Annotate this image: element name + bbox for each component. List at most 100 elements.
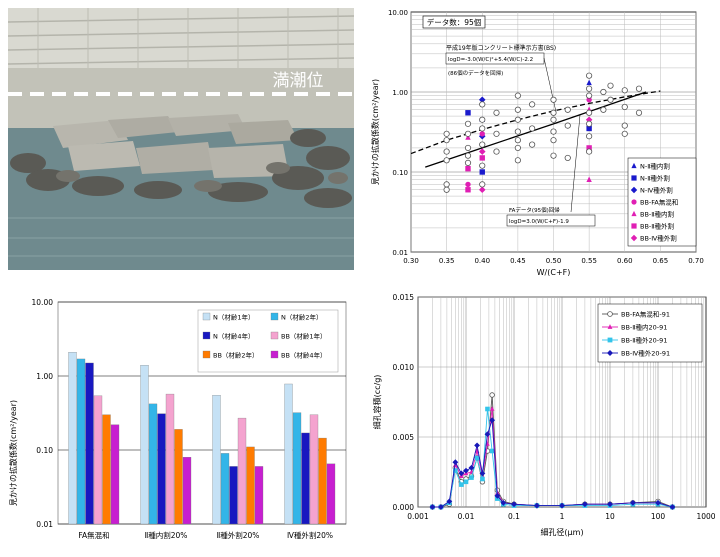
data-point — [443, 186, 450, 193]
data-point — [586, 133, 593, 140]
regression-line — [410, 90, 661, 155]
data-point — [464, 120, 472, 127]
data-point — [479, 155, 485, 161]
y-tick-label: 0.10 — [36, 446, 53, 455]
data-point — [529, 101, 536, 108]
data-point — [514, 157, 521, 164]
legend-swatch — [270, 331, 279, 340]
data-point — [635, 85, 643, 92]
data-point — [479, 470, 486, 477]
data-point — [464, 130, 472, 137]
data-point — [465, 165, 471, 172]
legend-label: BB（材齢2年） — [213, 351, 259, 360]
legend-label: N（材齢2年） — [281, 313, 323, 322]
data-point — [586, 120, 593, 127]
y-tick-label: 0.01 — [36, 520, 53, 529]
data-point — [465, 134, 471, 140]
data-point — [469, 475, 474, 480]
data-point — [586, 176, 592, 182]
data-point — [493, 109, 500, 116]
data-point — [514, 106, 521, 113]
data-point — [474, 442, 480, 449]
data-point — [564, 122, 571, 129]
bar — [140, 365, 149, 525]
y-tick-label: 0.000 — [393, 503, 415, 512]
data-point — [586, 85, 593, 92]
data-point — [586, 72, 593, 79]
bar — [284, 383, 293, 525]
data-point — [479, 169, 485, 175]
data-point — [493, 148, 500, 155]
data-point — [550, 152, 557, 159]
bar — [68, 352, 77, 525]
legend-label: N-Ⅱ種外割 — [640, 174, 670, 183]
data-point — [438, 504, 444, 510]
bar — [165, 393, 175, 525]
data-point — [494, 492, 501, 499]
y-tick-label: 0.01 — [392, 249, 408, 257]
data-point — [484, 431, 491, 438]
data-point — [586, 145, 592, 151]
data-point — [534, 502, 540, 509]
data-point — [607, 82, 614, 89]
bar — [237, 417, 247, 525]
data-point — [607, 96, 614, 103]
data-point — [443, 137, 450, 144]
legend-swatch — [202, 331, 211, 340]
annotation-fa: FAデータ(95個)回帰 — [509, 206, 560, 214]
x-tick-label: 0.30 — [403, 257, 419, 265]
scatter-chart: 0.30 0.35 0.40 0.45 0.50 0.55 0.60 0.65 0.70 10.0… — [370, 9, 704, 277]
data-point — [489, 448, 495, 454]
y-axis-label: 見かけの拡散係数(cm²/year) — [8, 400, 18, 506]
legend-label: BB-FA無混和 — [640, 198, 678, 207]
bar — [326, 463, 336, 525]
annotation-bs-eq: logD=-3.0(W/C)²+5.4(W/C)-2.2 — [448, 56, 533, 63]
data-point — [655, 499, 661, 506]
data-point — [529, 125, 536, 132]
data-point — [514, 137, 521, 144]
data-point — [493, 130, 500, 137]
legend-label: BB-Ⅳ種外割 — [640, 234, 677, 243]
data-point — [464, 144, 472, 152]
data-point — [458, 470, 465, 477]
legend-swatch — [270, 350, 279, 359]
legend-marker — [607, 350, 613, 356]
legend-marker — [631, 210, 637, 217]
data-point — [479, 101, 486, 108]
legend-label: BB（材齢1年） — [281, 332, 327, 341]
annotation-bs-note: (86個のデータを回帰) — [448, 69, 503, 77]
data-point — [621, 103, 628, 111]
data-point — [478, 186, 486, 194]
y-axis-label: 細孔容積(cc/g) — [372, 375, 382, 430]
legend-label: BB-Ⅱ種内20-91 — [621, 323, 667, 332]
x-tick-label: 0.45 — [510, 257, 526, 265]
x-tick-label: Ⅱ種外割20% — [217, 530, 260, 540]
data-point — [459, 482, 464, 487]
data-point — [465, 187, 471, 193]
data-point — [635, 109, 643, 116]
data-point — [443, 181, 450, 188]
y-tick-label: 10.00 — [388, 9, 408, 17]
data-point — [600, 106, 607, 113]
data-point — [621, 122, 628, 129]
data-point — [586, 125, 592, 132]
bar — [229, 466, 238, 525]
data-point — [586, 148, 593, 155]
data-point — [468, 464, 475, 471]
y-tick-label: 0.005 — [393, 433, 415, 442]
legend-swatch — [202, 312, 211, 321]
data-point — [669, 504, 676, 510]
bar — [182, 457, 192, 525]
annotation-leader — [543, 57, 557, 113]
legend-marker — [631, 199, 637, 205]
bar — [157, 413, 166, 525]
legend-marker — [630, 234, 638, 242]
bar — [93, 395, 103, 525]
data-point — [478, 148, 486, 155]
legend-label: BB-Ⅳ種外20-91 — [621, 349, 670, 358]
data-point — [500, 499, 507, 506]
data-point — [586, 92, 593, 99]
data-point — [479, 116, 486, 123]
title-box — [422, 15, 486, 29]
data-point — [485, 406, 490, 412]
